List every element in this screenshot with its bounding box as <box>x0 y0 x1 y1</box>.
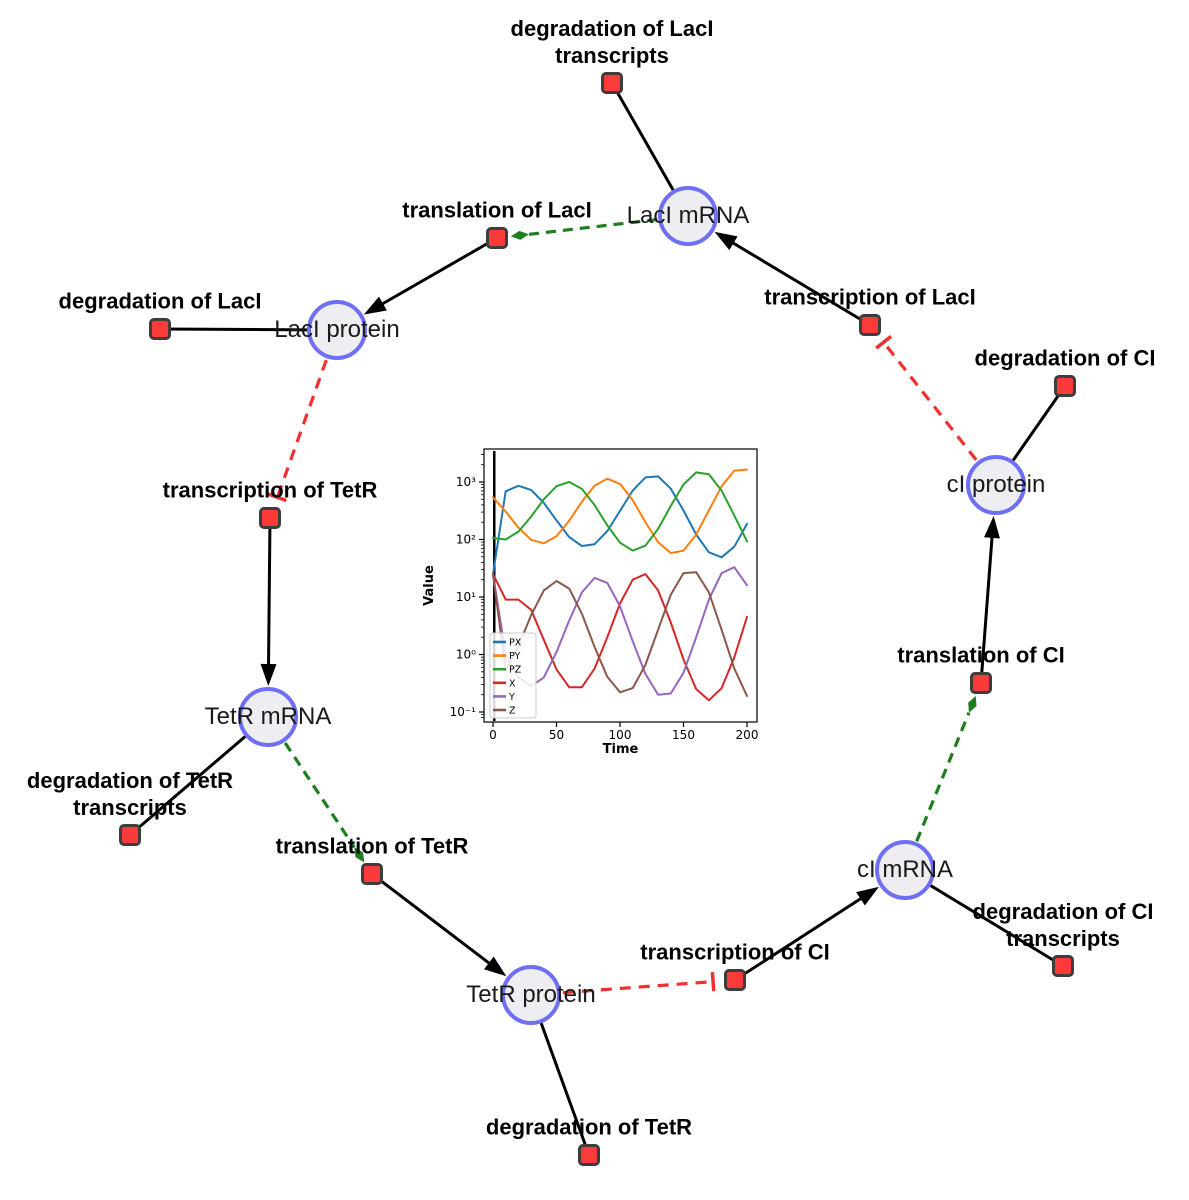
species-label-laci_mrna: LacI mRNA <box>626 202 750 229</box>
edge-tl_laci-laci_protein <box>363 236 498 315</box>
reaction-label-line: translation of CI <box>897 642 1065 668</box>
species-node-laci_mrna[interactable] <box>658 186 718 246</box>
reaction-node-tx_ci[interactable] <box>724 969 746 991</box>
edge-ci_mrna-tl_ci <box>915 695 977 842</box>
edge-deg_ci-ci_protein <box>1011 385 1067 462</box>
species-node-laci_protein[interactable] <box>307 300 367 360</box>
chart-xtick-150: 150 <box>672 728 695 742</box>
reaction-label-line: degradation of LacI <box>58 288 262 314</box>
reaction-label-line: transcripts <box>73 794 187 820</box>
edge-tl_ci-ci_protein <box>979 515 1000 684</box>
reaction-label-tl_laci: translation of LacI <box>402 197 591 224</box>
legend-label-Z: Z <box>509 706 516 717</box>
reaction-label-tl_tetr: translation of TetR <box>276 833 469 860</box>
chart-series-X <box>492 573 748 702</box>
chart-series-PY <box>492 468 748 555</box>
reaction-node-deg_laci_tx[interactable] <box>601 72 623 94</box>
species-label-ci_mrna: cI mRNA <box>857 856 953 883</box>
chart-xtick-50: 50 <box>549 728 564 742</box>
legend-label-Y: Y <box>508 692 515 703</box>
reaction-label-deg_ci_tx: degradation of CI transcripts <box>973 898 1154 952</box>
chart-series-Z <box>492 571 748 697</box>
legend-label-PX: PX <box>509 638 522 649</box>
reaction-label-line: transcription of CI <box>640 939 830 965</box>
reaction-label-line: transcripts <box>1006 925 1120 951</box>
reaction-label-line: translation of LacI <box>402 197 592 223</box>
reaction-label-deg_laci: degradation of LacI <box>59 288 262 315</box>
reaction-label-line: degradation of CI <box>972 898 1154 924</box>
edge-tl_tetr-tetr_protein <box>371 872 507 977</box>
species-label-laci_protein: LacI protein <box>274 316 400 343</box>
reaction-label-line: translation of TetR <box>275 833 469 859</box>
edge-laci_mrna-tl_laci <box>510 217 658 240</box>
reaction-label-line: degradation of TetR <box>26 767 234 793</box>
chart-axes-frame <box>483 448 758 723</box>
chart-ytick-1: 10⁰ <box>456 648 476 662</box>
chart-series-PX <box>492 475 748 576</box>
chart-ytick-3: 10² <box>456 533 476 547</box>
chart-y-axis-label: Value <box>422 565 437 606</box>
reaction-node-tx_tetr[interactable] <box>259 507 281 529</box>
reaction-label-tl_ci: translation of CI <box>897 642 1064 669</box>
reaction-node-deg_tetr_tx[interactable] <box>119 824 141 846</box>
edge-deg_ci_tx-ci_mrna <box>929 884 1064 968</box>
chart-xtick-100: 100 <box>609 728 632 742</box>
edge-tetr_mrna-tl_tetr <box>283 741 365 863</box>
reaction-node-deg_tetr[interactable] <box>578 1144 600 1166</box>
chart-legend: PX PY PZ XYZ <box>489 632 537 719</box>
reaction-label-deg_laci_tx: degradation of LacI transcripts <box>511 15 714 69</box>
species-node-ci_mrna[interactable] <box>875 840 935 900</box>
species-node-tetr_protein[interactable] <box>501 965 561 1025</box>
reaction-node-tl_ci[interactable] <box>970 672 992 694</box>
reaction-label-line: degradation of TetR <box>485 1114 693 1140</box>
reaction-label-tx_laci: transcription of LacI <box>764 284 975 311</box>
reaction-label-line: transcription of LacI <box>764 284 976 310</box>
edge-ci_protein-tx_laci <box>875 335 978 461</box>
legend-label-PZ: PZ <box>509 665 522 676</box>
reaction-node-deg_ci[interactable] <box>1054 375 1076 397</box>
inset-chart: 0 50 100 150 20010⁻¹10⁰10¹10²10³TimeValuePXP… <box>422 448 759 757</box>
reaction-label-line: degradation of CI <box>974 345 1156 371</box>
chart-ytick-0: 10⁻¹ <box>450 705 477 719</box>
reaction-label-tx_tetr: transcription of TetR <box>163 477 378 504</box>
chart-x-axis-label: Time <box>603 742 639 757</box>
chart-ytick-4: 10³ <box>456 475 476 489</box>
species-label-tetr_mrna: TetR mRNA <box>204 703 332 730</box>
species-node-tetr_mrna[interactable] <box>238 687 298 747</box>
reaction-label-deg_tetr_tx: degradation of TetR transcripts <box>27 767 233 821</box>
edge-tx_tetr-tetr_mrna <box>260 517 277 687</box>
reaction-node-deg_laci[interactable] <box>149 318 171 340</box>
edge-deg_laci_tx-laci_mrna <box>610 82 675 191</box>
reaction-node-tl_tetr[interactable] <box>361 863 383 885</box>
reaction-node-deg_ci_tx[interactable] <box>1052 955 1074 977</box>
reaction-node-tl_laci[interactable] <box>486 227 508 249</box>
edge-deg_tetr-tetr_protein <box>539 1022 591 1156</box>
reaction-label-tx_ci: transcription of CI <box>640 939 829 966</box>
legend-label-PY: PY <box>509 651 521 662</box>
edge-tx_ci-ci_mrna <box>734 886 879 982</box>
chart-xtick-0: 0 <box>489 728 497 742</box>
reaction-label-deg_ci: degradation of CI <box>975 345 1156 372</box>
reaction-label-line: transcription of TetR <box>162 477 378 503</box>
reaction-label-line: transcripts <box>555 42 669 68</box>
edge-laci_protein-tx_tetr <box>267 359 328 503</box>
edge-tx_laci-laci_mrna <box>714 231 871 327</box>
species-label-tetr_protein: TetR protein <box>466 981 596 1008</box>
chart-xtick-200: 200 <box>736 728 759 742</box>
edge-deg_tetr_tx-tetr_mrna <box>129 735 247 837</box>
species-label-ci_protein: cI protein <box>946 471 1046 498</box>
edge-deg_laci-laci_protein <box>159 327 308 332</box>
reaction-node-tx_laci[interactable] <box>859 314 881 336</box>
edge-tetr_protein-tx_ci <box>562 972 716 995</box>
reaction-label-line: degradation of LacI <box>510 15 714 41</box>
chart-series-PZ <box>492 471 748 552</box>
species-node-ci_protein[interactable] <box>966 455 1026 515</box>
edges-layer <box>129 82 1067 1156</box>
legend-label-X: X <box>509 678 516 689</box>
chart-ytick-2: 10¹ <box>456 590 476 604</box>
reaction-label-deg_tetr: degradation of TetR <box>486 1114 692 1141</box>
